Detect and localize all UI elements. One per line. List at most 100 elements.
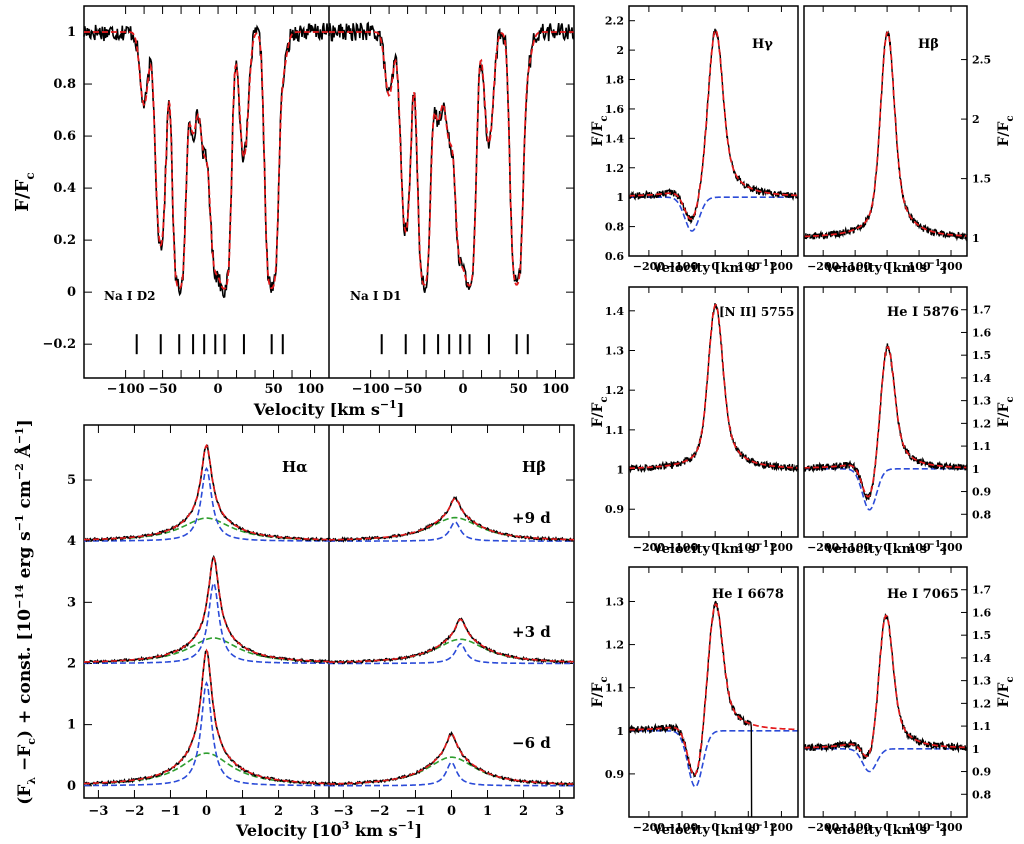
he7065-absorption-line xyxy=(804,748,967,773)
he6678-absorption-line xyxy=(629,730,798,788)
hgamma-label: Hγ xyxy=(752,37,773,52)
na-x-tick-label: 50 xyxy=(264,382,282,397)
hgamma-x-label: Velocity [km s−1] xyxy=(652,259,775,276)
hbeta-x-label: Velocity [km s−1] xyxy=(824,259,947,276)
he7065-y-tick-label: 1.2 xyxy=(972,697,991,710)
na-y-tick-label: 0.2 xyxy=(53,233,76,248)
epoch-label-plus3: +3 d xyxy=(512,623,551,641)
he5876-y-tick-label: 1.2 xyxy=(972,417,991,430)
he6678-x-tick-label: −200 xyxy=(633,821,666,834)
balmer-model-line xyxy=(84,556,329,663)
na-y-tick-label: 0.6 xyxy=(53,129,76,144)
hgamma-y-tick-label: 1.4 xyxy=(605,132,624,145)
he5876-y-tick-label: 1.5 xyxy=(972,349,991,362)
he7065-y-tick-label: 1.1 xyxy=(972,720,991,733)
na-y-tick-label: 1 xyxy=(67,25,76,40)
he7065-y-tick-label: 1.7 xyxy=(972,584,991,597)
nii-y-tick-label: 0.9 xyxy=(605,503,624,516)
hbeta-label: Hβ xyxy=(918,37,939,52)
nii-y-tick-label: 1.2 xyxy=(605,384,624,397)
he6678-x-tick-label: −100 xyxy=(666,821,699,834)
hbeta-y-tick-label: 2 xyxy=(972,113,980,126)
hgamma-y-tick-label: 1.6 xyxy=(605,103,624,116)
na-d2-label: Na I D2 xyxy=(104,289,155,303)
nii-x-tick-label: −100 xyxy=(666,541,699,554)
hgamma-frame xyxy=(628,5,799,257)
balmer-x-tick-label: 1 xyxy=(238,804,247,819)
narrow-component-line xyxy=(84,581,329,665)
balmer-x-tick-label: 2 xyxy=(274,804,283,819)
na-x-tick-label: −100 xyxy=(352,382,390,397)
hgamma-observed-line xyxy=(628,28,799,225)
hbeta-x-tick-label: 0 xyxy=(883,260,891,273)
he7065-label: He I 7065 xyxy=(887,587,959,602)
he7065-frame xyxy=(803,566,968,818)
balmer-observed-line xyxy=(83,554,330,665)
hgamma-x-tick-label: −100 xyxy=(666,260,699,273)
hbeta-x-tick-label: −100 xyxy=(839,260,872,273)
he6678-frame xyxy=(628,566,799,818)
na-x-tick-label: 100 xyxy=(542,382,569,397)
he5876-absorption-line xyxy=(804,468,967,511)
hgamma-x-tick-label: 100 xyxy=(737,260,760,273)
nii-y-label: F/Fc xyxy=(590,396,610,427)
hbeta-x-tick-label: 200 xyxy=(940,260,963,273)
na-x-tick-label: 0 xyxy=(214,382,223,397)
hgamma-y-tick-label: 0.6 xyxy=(605,250,624,263)
he7065-observed-line xyxy=(803,613,968,761)
balmer-x-tick-label: 0 xyxy=(202,804,211,819)
nii-y-tick-label: 1.1 xyxy=(605,424,624,437)
nii-x-tick-label: 200 xyxy=(770,541,793,554)
nii-x-tick-label: −200 xyxy=(633,541,666,554)
nii-observed-line xyxy=(628,303,799,474)
he5876-y-label: F/Fc xyxy=(996,396,1016,427)
he6678-y-tick-label: 1.3 xyxy=(605,595,624,608)
nii-label: [N II] 5755 xyxy=(719,305,794,319)
hbeta-y-tick-label: 2.5 xyxy=(972,54,991,67)
hgamma-x-tick-label: 0 xyxy=(711,260,719,273)
hbeta-model-line xyxy=(803,31,967,238)
he6678-label: He I 6678 xyxy=(712,587,784,602)
nii-x-label: Velocity [km s−1] xyxy=(652,540,775,557)
narrow-component-line xyxy=(329,521,574,542)
he5876-x-tick-label: −100 xyxy=(839,541,872,554)
he7065-x-label: Velocity [km s−1] xyxy=(824,821,947,838)
he7065-x-tick-label: −200 xyxy=(807,821,840,834)
hbeta-x-tick-label: −200 xyxy=(807,260,840,273)
balmer-chart: −3 −2 −1 0 1 2 3 0 1 2 3 4 5 −3 −2 −1 0 1 2 3 Hα Hβ +9 d +3… xyxy=(13,419,575,840)
balmer-y-tick-label: 1 xyxy=(67,718,76,733)
hgamma-y-tick-label: 1 xyxy=(616,191,624,204)
hgamma-y-label: F/Fc xyxy=(590,115,610,146)
he7065-y-tick-label: 0.8 xyxy=(972,788,991,801)
narrow-component-line xyxy=(329,642,574,665)
he6678-x-tick-label: 100 xyxy=(737,821,760,834)
na-chart: −100 −50 0 50 100−0.200.20.40.60.81−100 −50 0 5… xyxy=(12,5,575,419)
he5876-frame xyxy=(803,286,968,538)
balmer-x-tick-label: 1 xyxy=(483,804,492,819)
he7065-y-tick-label: 1.6 xyxy=(972,606,991,619)
nii-x-tick-label: 0 xyxy=(711,541,719,554)
hbeta-balmer-label: Hβ xyxy=(522,458,546,476)
na-model-line xyxy=(84,31,329,290)
he6678-y-label: F/Fc xyxy=(590,676,610,707)
na-x-tick-label: −100 xyxy=(107,382,145,397)
he5876-label: He I 5876 xyxy=(887,305,959,320)
balmer-x-tick-label: −1 xyxy=(405,804,425,819)
balmer-model-line xyxy=(329,732,574,785)
hgamma-x-tick-label: −200 xyxy=(633,260,666,273)
nii-model-line xyxy=(629,303,798,470)
he5876-x-tick-label: 0 xyxy=(883,541,891,554)
na-x-tick-label: 100 xyxy=(297,382,324,397)
he5876-x-tick-label: 100 xyxy=(908,541,931,554)
na-y-tick-label: 0.8 xyxy=(53,77,76,92)
he5876-y-tick-label: 0.8 xyxy=(972,508,991,521)
epoch-label-minus6: −6 d xyxy=(512,734,551,752)
he6678-x-label: Velocity [km s−1] xyxy=(652,821,775,838)
he7065-y-tick-label: 1 xyxy=(972,743,980,756)
balmer-x-tick-label: −2 xyxy=(369,804,389,819)
balmer-y-tick-label: 3 xyxy=(67,595,76,610)
nii-y-tick-label: 1 xyxy=(616,464,624,477)
balmer-observed-line xyxy=(83,650,330,786)
na-y-tick-label: −0.2 xyxy=(42,337,76,352)
